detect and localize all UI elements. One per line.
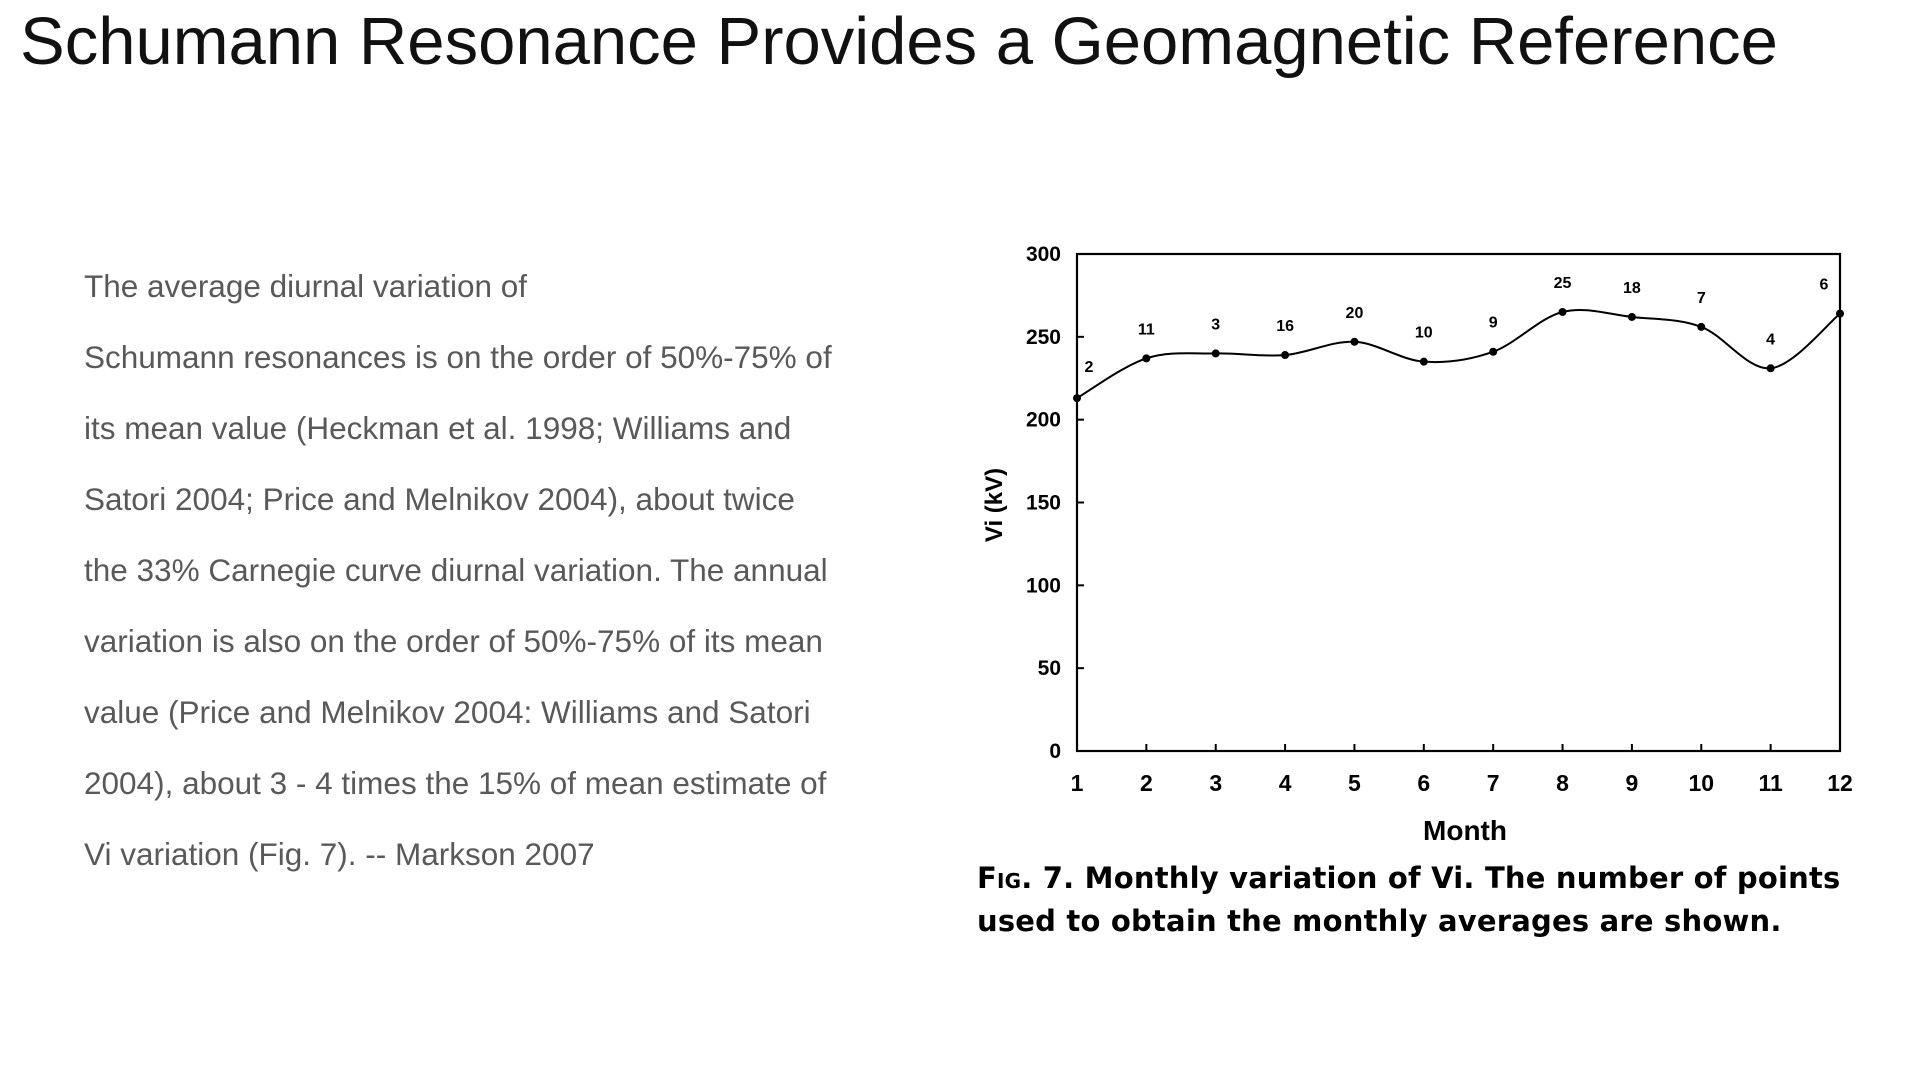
point-count-label: 9 bbox=[1489, 315, 1498, 332]
plot-frame bbox=[1075, 252, 1842, 753]
data-point bbox=[1766, 364, 1775, 373]
body-line: Satori 2004; Price and Melnikov 2004), a… bbox=[84, 481, 795, 517]
body-line: its mean value (Heckman et al. 1998; Wil… bbox=[84, 410, 792, 446]
point-count-label: 11 bbox=[1138, 321, 1155, 338]
point-count-label: 18 bbox=[1623, 280, 1641, 297]
y-tick-label: 100 bbox=[1026, 574, 1061, 597]
data-point bbox=[1419, 357, 1428, 366]
point-count-label: 10 bbox=[1415, 325, 1433, 342]
y-tick-label: 0 bbox=[1049, 740, 1061, 763]
point-count-labels: 2 11 3 16 20 10 9 25 18 7 4 6 bbox=[1085, 275, 1829, 376]
data-point bbox=[1697, 322, 1706, 331]
point-count-label: 16 bbox=[1276, 318, 1294, 335]
figure-caption: Fig. 7. Monthly variation of Vi. The num… bbox=[977, 857, 1867, 943]
x-axis-ticks: 1 2 3 4 5 6 7 8 9 10 11 12 bbox=[1071, 744, 1853, 796]
x-tick-label: 12 bbox=[1827, 770, 1853, 796]
body-line: value (Price and Melnikov 2004: Williams… bbox=[84, 694, 811, 730]
y-axis-label: Vi (kV) bbox=[981, 468, 1008, 542]
data-point bbox=[1073, 394, 1081, 403]
x-tick-label: 2 bbox=[1140, 770, 1153, 796]
data-point bbox=[1489, 347, 1498, 356]
x-tick-label: 3 bbox=[1209, 770, 1222, 796]
point-count-label: 2 bbox=[1085, 359, 1094, 376]
data-point bbox=[1211, 349, 1220, 358]
body-line: The average diurnal variation of bbox=[84, 268, 528, 304]
x-tick-label: 10 bbox=[1688, 770, 1714, 796]
y-tick-label: 50 bbox=[1038, 657, 1061, 680]
caption-text: Monthly variation of Vi. The number of p… bbox=[977, 861, 1841, 938]
point-count-label: 6 bbox=[1820, 277, 1829, 294]
body-line: 2004), about 3 - 4 times the 15% of mean… bbox=[84, 765, 827, 801]
x-tick-label: 1 bbox=[1071, 770, 1084, 796]
data-point bbox=[1350, 337, 1359, 346]
body-line: Vi variation (Fig. 7). -- Markson 2007 bbox=[84, 836, 595, 872]
point-count-label: 20 bbox=[1346, 305, 1364, 322]
data-point bbox=[1558, 307, 1567, 316]
body-line: variation is also on the order of 50%-75… bbox=[84, 623, 823, 659]
y-tick-label: 250 bbox=[1026, 326, 1061, 349]
caption-label: Fig. 7. bbox=[977, 861, 1075, 895]
x-axis-label: Month bbox=[1423, 815, 1507, 846]
data-point bbox=[1836, 309, 1844, 318]
body-line: the 33% Carnegie curve diurnal variation… bbox=[84, 552, 828, 588]
point-count-label: 25 bbox=[1554, 275, 1572, 292]
x-tick-label: 4 bbox=[1279, 770, 1292, 796]
data-point bbox=[1627, 312, 1636, 321]
point-count-label: 4 bbox=[1766, 331, 1775, 348]
y-tick-label: 200 bbox=[1026, 409, 1061, 432]
body-text: The average diurnal variation of Schuman… bbox=[84, 251, 904, 890]
plot-border bbox=[1075, 252, 1842, 753]
figure-7: 0 50 100 150 200 250 300 1 2 3 4 5 6 7 8 9 10 11 12 2 11 3 1… bbox=[965, 235, 1870, 955]
series-vi bbox=[1073, 307, 1844, 403]
x-tick-label: 6 bbox=[1417, 770, 1430, 796]
data-point bbox=[1142, 354, 1151, 363]
body-line: Schumann resonances is on the order of 5… bbox=[84, 339, 832, 375]
x-tick-label: 5 bbox=[1348, 770, 1361, 796]
x-tick-label: 11 bbox=[1758, 770, 1783, 796]
y-tick-label: 150 bbox=[1026, 492, 1061, 515]
y-axis-ticks: 0 50 100 150 200 250 300 bbox=[1026, 243, 1084, 763]
x-tick-label: 8 bbox=[1556, 770, 1569, 796]
y-tick-label: 300 bbox=[1026, 243, 1061, 266]
x-tick-label: 7 bbox=[1487, 770, 1500, 796]
slide-title: Schumann Resonance Provides a Geomagneti… bbox=[20, 4, 1778, 79]
point-count-label: 7 bbox=[1697, 290, 1706, 307]
series-line bbox=[1076, 308, 1841, 399]
point-count-label: 3 bbox=[1211, 316, 1220, 333]
data-point bbox=[1281, 351, 1290, 360]
x-tick-label: 9 bbox=[1626, 770, 1639, 796]
